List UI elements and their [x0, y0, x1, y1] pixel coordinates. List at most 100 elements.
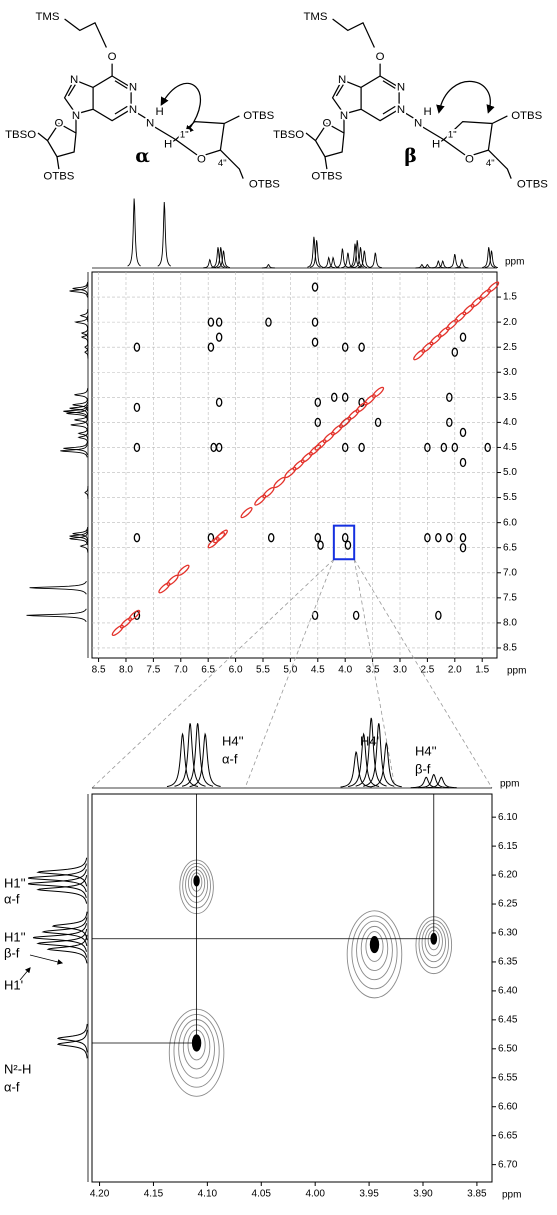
contour [347, 911, 402, 998]
atom-label: N [397, 104, 405, 116]
cross-peak [330, 424, 343, 437]
cross-peak [436, 534, 441, 542]
cross-peak [254, 494, 267, 507]
cross-peak [354, 611, 359, 619]
y-tick-label: 6.45 [498, 1014, 518, 1025]
projection-peak [30, 581, 87, 594]
x-tick-label: 8.5 [92, 665, 106, 676]
atom-label: TMS [303, 11, 327, 23]
atom-label: O [322, 118, 331, 130]
cross-peak [177, 564, 190, 577]
cross-peak [462, 303, 475, 316]
x-tick-label: 6.0 [229, 665, 243, 676]
y-tick-label: 2.5 [503, 342, 517, 353]
y-tick-label: 5.0 [503, 467, 517, 478]
projection-peak [27, 609, 87, 622]
x-tick-label: 4.15 [144, 1189, 164, 1200]
x-tick-label: 3.90 [413, 1189, 433, 1200]
cross-peak [217, 333, 222, 341]
x-axis-label: ppm [502, 1190, 521, 1201]
atom-label: H [423, 106, 431, 118]
projection-peak [448, 254, 461, 268]
atom-label: O [108, 51, 117, 63]
projection-peak [182, 723, 213, 786]
cross-peak [111, 624, 124, 637]
y-axis-label: ppm [505, 257, 524, 268]
x-tick-label: 3.0 [393, 665, 407, 676]
y-tick-label: 6.65 [498, 1130, 518, 1141]
y-tick-label: 2.0 [503, 317, 517, 328]
cross-peak [322, 431, 335, 444]
x-tick-label: 4.20 [90, 1189, 110, 1200]
atom-label: TMS [35, 11, 59, 23]
y-tick-label: 3.0 [503, 367, 517, 378]
cross-peak [437, 326, 450, 339]
atom-label: N [129, 104, 137, 116]
atom-label: N [414, 118, 422, 130]
atom-label: N [338, 74, 346, 86]
cross-peak [166, 574, 179, 587]
cross-peak [134, 403, 139, 411]
peak-annotation: N²-H [4, 1061, 31, 1076]
x-tick-label: 2.0 [448, 665, 462, 676]
atom-label: H [164, 138, 172, 150]
projection-peak [58, 1024, 87, 1053]
cross-peak [355, 401, 368, 414]
y-tick-label: 6.25 [498, 899, 518, 910]
cross-peak [371, 386, 384, 399]
y-tick-label: 7.0 [503, 567, 517, 578]
atom-label: OTBS [249, 178, 280, 190]
cross-peak [347, 409, 360, 422]
x-tick-label: 6.5 [201, 665, 215, 676]
plot-frame [92, 272, 497, 658]
y-tick-label: 6.35 [498, 957, 518, 968]
figure: TMSONNNNTBSOONHH1''O4''OTBSOTBSOTBSα TMS… [0, 0, 557, 1215]
x-tick-label: 4.0 [338, 665, 352, 676]
atom-label: N [397, 81, 405, 93]
cross-peak [436, 611, 441, 619]
cross-peak [158, 581, 171, 594]
anomer-label: α [135, 145, 150, 167]
peak-annotation: α-f [4, 1079, 20, 1094]
y-tick-label: 6.0 [503, 517, 517, 528]
projection-peak [418, 775, 449, 788]
cross-peak [478, 288, 491, 301]
y-tick-label: 6.5 [503, 542, 517, 553]
atom-label: H [432, 138, 440, 150]
cross-peak [240, 506, 253, 519]
atom-label: OTBS [311, 171, 342, 183]
x-tick-label: 7.0 [174, 665, 188, 676]
atom-label: N [72, 110, 80, 122]
y-tick-label: 6.30 [498, 928, 518, 939]
x-tick-label: 8.0 [119, 665, 133, 676]
atom-label: OTBS [43, 171, 74, 183]
atom-label: O [197, 154, 206, 166]
x-tick-label: 4.05 [252, 1189, 272, 1200]
cross-peak [413, 348, 426, 361]
peak-annotation: α-f [4, 891, 20, 906]
y-tick-label: 6.50 [498, 1043, 518, 1054]
cross-peak [363, 394, 376, 407]
x-tick-label: 5.5 [256, 665, 270, 676]
cross-peak [445, 318, 458, 331]
projection-peak [455, 260, 468, 268]
cross-peak [300, 451, 313, 464]
projection-peak [74, 388, 87, 401]
x-tick-label: 7.5 [146, 665, 160, 676]
atom-label: OTBS [243, 110, 274, 122]
atom-label: 1'' [448, 129, 457, 140]
x-tick-label: 4.00 [305, 1189, 325, 1200]
atom-label: N [340, 110, 348, 122]
atom-label: O [376, 51, 385, 63]
peak-annotation: H1'' [4, 929, 26, 944]
x-tick-label: 2.5 [420, 665, 434, 676]
y-tick-label: 6.55 [498, 1072, 518, 1083]
peak-annotation: H4'' [222, 733, 244, 748]
atom-label: TBSO [273, 129, 304, 141]
cross-peak [292, 459, 305, 472]
annotation-arrow [30, 955, 62, 963]
atom-label: N [129, 81, 137, 93]
atom-label: 1'' [180, 129, 189, 140]
atom-label: O [465, 154, 474, 166]
projection-peak [262, 265, 275, 268]
